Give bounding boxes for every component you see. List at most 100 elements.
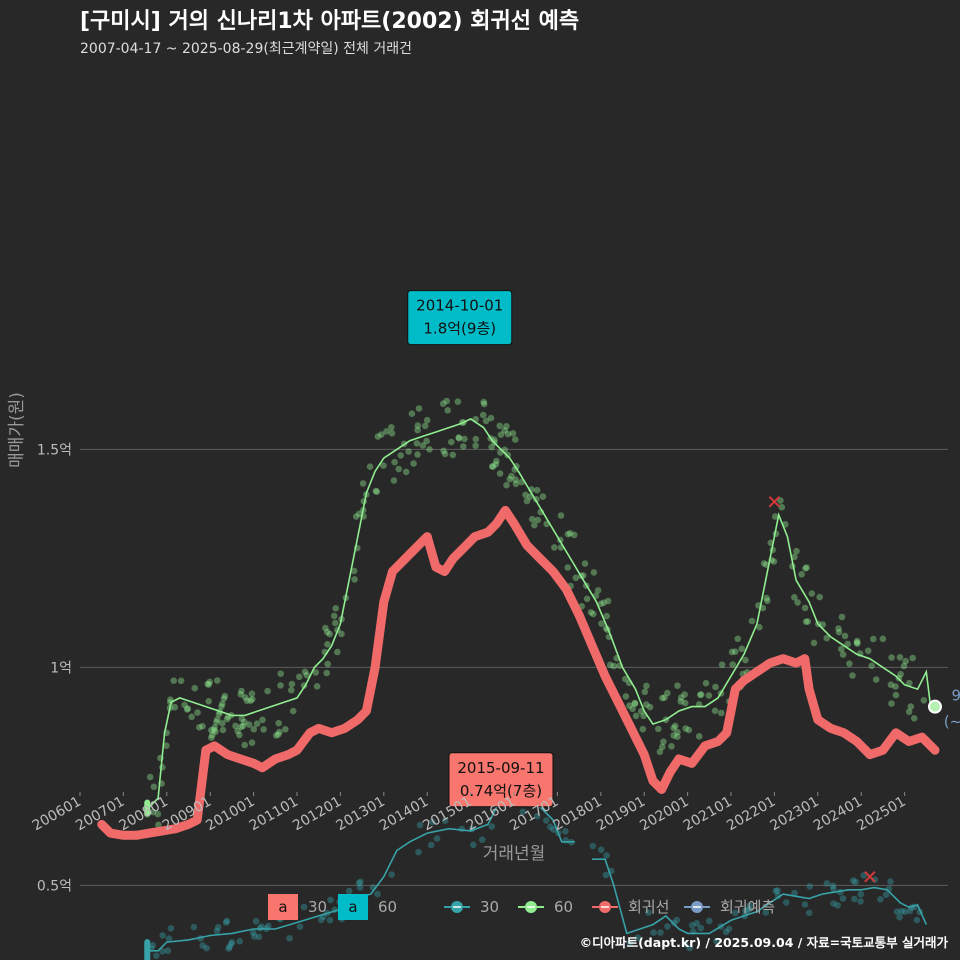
scatter-point-60 (214, 677, 221, 684)
scatter-point-60 (639, 725, 647, 733)
scatter-point-60 (681, 699, 689, 707)
scatter-point-30 (550, 826, 557, 833)
scatter-point-60 (590, 569, 598, 576)
annotation-marks: 2014-10-01 1.8억(9층) 2015-09-11 0.74억(7층) 9,1… (407, 290, 960, 883)
scatter-point-60 (408, 410, 416, 418)
scatter-point-60 (872, 676, 880, 683)
scatter-points (144, 397, 928, 959)
scatter-point-60 (512, 476, 519, 484)
scatter-point-60 (352, 513, 360, 520)
scatter-point-60 (208, 731, 216, 739)
scatter-point-60 (697, 691, 705, 698)
scatter-point-60 (183, 706, 191, 713)
scatter-point-30 (327, 896, 334, 904)
scatter-point-30 (164, 947, 172, 954)
scatter-point-60 (695, 733, 703, 740)
scatter-point-60 (504, 430, 512, 438)
scatter-point-60 (350, 567, 358, 575)
x-tick-label: 201301 (334, 794, 388, 835)
x-tick-label: 202301 (768, 794, 822, 835)
scatter-point-60 (242, 694, 249, 701)
x-tick-label: 202001 (637, 794, 691, 835)
scatter-point-30 (901, 908, 909, 915)
scatter-point-60 (496, 422, 504, 430)
scatter-point-60 (488, 463, 496, 470)
scatter-point-60 (522, 491, 529, 499)
scatter-point-60 (661, 694, 668, 701)
scatter-point-60 (374, 433, 382, 440)
scatter-point-60 (214, 716, 221, 723)
scatter-point-60 (760, 560, 768, 567)
cancelled-deal-mark (864, 870, 876, 883)
scatter-point-30 (673, 916, 681, 924)
scatter-point-30 (562, 837, 570, 844)
scatter-point-30 (839, 895, 847, 902)
scatter-point-60 (622, 675, 629, 683)
scatter-point-30 (645, 909, 652, 916)
scatter-point-60 (171, 703, 179, 711)
scatter-point-60 (853, 637, 861, 645)
scatter-point-30 (258, 923, 265, 930)
scatter-point-60 (455, 434, 463, 442)
scatter-point-60 (204, 680, 211, 688)
scatter-point-30 (357, 878, 364, 886)
legend-label-key: a (278, 898, 287, 916)
scatter-point-60 (854, 640, 861, 647)
scatter-point-30 (415, 848, 422, 856)
scatter-point-60 (487, 414, 495, 422)
scatter-point-60 (838, 613, 846, 621)
scatter-point-60 (906, 679, 913, 687)
scatter-point-60 (312, 669, 320, 676)
scatter-point-30 (857, 891, 865, 898)
legend-label-name: 60 (378, 898, 397, 916)
scatter-point-60 (905, 708, 913, 716)
scatter-point-60 (879, 635, 887, 643)
scatter-point-60 (177, 677, 185, 685)
scatter-point-60 (655, 725, 662, 733)
scatter-point-60 (250, 725, 258, 733)
scatter-point-60 (238, 687, 245, 695)
scatter-point-60 (849, 672, 856, 679)
scatter-point-60 (778, 503, 786, 511)
legend-line-name: 60 (554, 898, 573, 916)
scatter-point-60 (734, 635, 742, 643)
scatter-point-60 (705, 692, 713, 699)
scatter-point-30 (743, 907, 751, 914)
scatter-point-60 (253, 720, 261, 727)
scatter-point-60 (696, 691, 704, 699)
scatter-point-60 (677, 698, 684, 705)
scatter-point-60 (247, 697, 254, 704)
legend-line-name: 회귀예측 (720, 898, 775, 916)
scatter-point-30 (222, 919, 230, 926)
scatter-point-60 (803, 564, 810, 571)
scatter-point-30 (252, 918, 260, 925)
scatter-point-60 (888, 700, 895, 707)
x-tick-label: 201501 (420, 794, 474, 835)
scatter-point-60 (288, 686, 295, 694)
scatter-point-60 (659, 743, 666, 751)
scatter-point-60 (892, 691, 900, 699)
y-axis-title: 매매가(원) (7, 392, 27, 468)
scatter-point-60 (600, 599, 608, 606)
scatter-point-30 (433, 835, 441, 842)
scatter-point-60 (272, 732, 280, 739)
scatter-point-30 (906, 907, 914, 915)
y-tick-label: 0.5억 (37, 878, 72, 894)
scatter-point-60 (677, 694, 685, 701)
scatter-point-60 (631, 700, 639, 707)
scatter-point-60 (448, 438, 455, 446)
scatter-point-60 (534, 516, 542, 524)
legend-label-key: a (348, 898, 357, 916)
scatter-point-60 (188, 713, 195, 721)
scatter-point-60 (219, 720, 226, 727)
scatter-point-60 (326, 630, 334, 638)
scatter-point-60 (508, 472, 515, 480)
scatter-point-60 (414, 426, 421, 434)
scatter-point-60 (804, 618, 812, 625)
scatter-point-30 (225, 945, 232, 952)
scatter-point-30 (441, 817, 449, 824)
scatter-point-60 (732, 648, 739, 655)
scatter-point-60 (163, 742, 170, 749)
scatter-point-60 (598, 620, 605, 627)
